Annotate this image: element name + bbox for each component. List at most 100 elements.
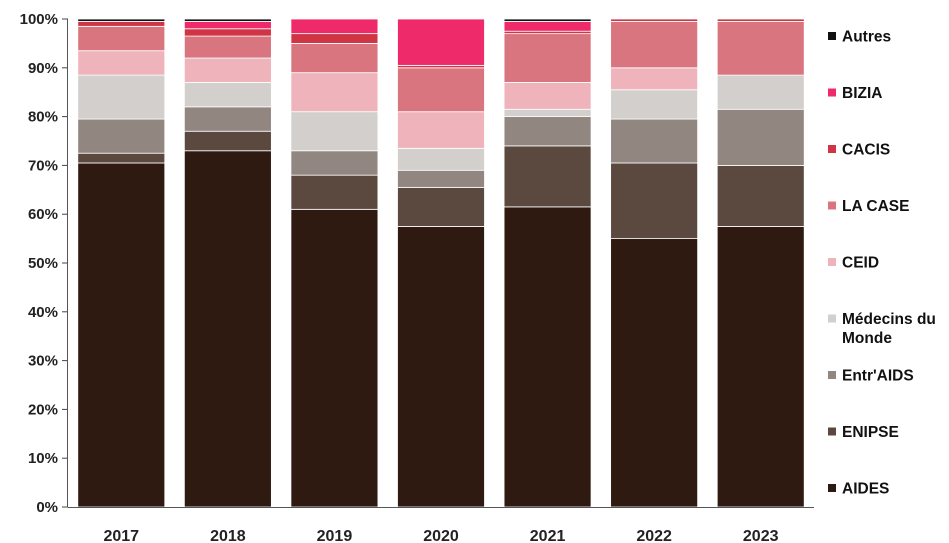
bar-segment-2023-m-decins-du-monde (716, 74, 805, 110)
y-tick-label: 20% (28, 401, 58, 418)
bar-segment-2018-aides (183, 150, 272, 508)
bars-group (77, 18, 805, 508)
bar-segment-2023-entr-aids (716, 108, 805, 166)
legend-swatch (828, 32, 836, 40)
bar-column-2023 (716, 18, 805, 508)
bar-segment-2018-autres (183, 18, 272, 22)
bar-segment-2018-bizia (183, 21, 272, 30)
y-tick-label: 30% (28, 353, 58, 370)
bar-segment-2023-la-case (716, 21, 805, 76)
bar-segment-2020-aides (397, 225, 485, 508)
legend-item-bizia: BIZIA (828, 85, 882, 102)
legend-label: CACIS (842, 142, 890, 159)
legend-label: AIDES (842, 481, 889, 498)
legend-swatch (828, 314, 836, 323)
legend: Autres BIZIA CACIS LA CASE CEID Médecins du Mo… (828, 29, 936, 498)
bar-segment-2021-enipse (503, 145, 592, 208)
y-tick-label: 100% (20, 11, 58, 28)
bar-segment-2018-enipse (183, 130, 272, 152)
bar-segment-2022-enipse (610, 162, 699, 240)
y-tick-label: 90% (28, 60, 58, 77)
x-tick-label: 2018 (210, 528, 246, 543)
bar-segment-2021-entr-aids (503, 116, 592, 147)
bar-segment-2019-la-case (290, 43, 379, 74)
legend-swatch (828, 145, 836, 153)
bar-segment-2022-m-decins-du-monde (610, 89, 699, 120)
legend-label: Monde (842, 330, 892, 347)
bar-segment-2020-la-case (397, 67, 485, 113)
bar-segment-2021-ceid (503, 82, 592, 110)
bar-column-2022 (610, 18, 699, 508)
bar-segment-2019-ceid (290, 72, 379, 113)
bar-column-2017 (77, 18, 166, 508)
y-tick-label: 60% (28, 206, 58, 223)
bar-segment-2022-la-case (610, 21, 699, 69)
bar-column-2019 (290, 18, 379, 508)
bar-segment-2022-entr-aids (610, 118, 699, 164)
bar-column-2021 (503, 18, 592, 508)
bar-segment-2022-aides (610, 238, 699, 508)
bar-segment-2022-cacis (610, 18, 699, 22)
bar-segment-2018-entr-aids (183, 106, 272, 132)
legend-item-autres: Autres (828, 29, 891, 46)
x-tick-label: 2019 (317, 528, 353, 543)
bar-segment-2018-ceid (183, 57, 272, 83)
bar-segment-2021-aides (503, 206, 592, 508)
bar-segment-2018-la-case (183, 35, 272, 59)
legend-swatch (828, 427, 836, 436)
legend-label: Entr'AIDS (842, 368, 914, 385)
bar-column-2020 (397, 18, 485, 508)
bar-segment-2017-cacis (77, 21, 166, 27)
legend-swatch (828, 88, 836, 97)
bar-segment-2021-la-case (503, 33, 592, 83)
bar-segment-2020-bizia (397, 18, 485, 66)
bar-segment-2019-bizia (290, 18, 379, 35)
bar-segment-2018-cacis (183, 28, 272, 37)
legend-item-ceid: CEID (828, 255, 879, 272)
legend-item-enipse: ENIPSE (828, 424, 899, 441)
bar-segment-2020-m-decins-du-monde (397, 147, 485, 171)
bar-segment-2021-bizia (503, 21, 592, 32)
legend-swatch (828, 484, 836, 492)
y-tick-label: 70% (28, 157, 58, 174)
y-tick-label: 40% (28, 304, 58, 321)
x-tick-label: 2023 (743, 528, 779, 543)
bar-segment-2020-enipse (397, 186, 485, 227)
y-tick-label: 80% (28, 109, 58, 126)
x-tick-label: 2020 (423, 528, 459, 543)
y-tick-label: 0% (36, 499, 58, 516)
bar-segment-2017-m-decins-du-monde (77, 74, 166, 120)
legend-label: BIZIA (842, 85, 882, 102)
legend-item-cacis: CACIS (828, 142, 890, 159)
bar-segment-2022-ceid (610, 67, 699, 91)
x-tick-label: 2022 (636, 528, 672, 543)
x-tick-label: 2017 (103, 528, 139, 543)
y-tick-label: 10% (28, 450, 58, 467)
bar-segment-2019-cacis (290, 33, 379, 44)
bar-segment-2023-aides (716, 225, 805, 508)
bar-segment-2019-m-decins-du-monde (290, 111, 379, 152)
bar-segment-2023-cacis (716, 18, 805, 22)
bar-segment-2017-ceid (77, 50, 166, 76)
bar-segment-2021-autres (503, 18, 592, 22)
x-axis: 2017 2018 2019 2020 2021 2022 2023 (68, 507, 814, 543)
bar-segment-2019-aides (290, 208, 379, 508)
bar-segment-2019-enipse (290, 174, 379, 210)
bar-segment-2021-m-decins-du-monde (503, 108, 592, 117)
legend-swatch (828, 201, 836, 210)
bar-segment-2020-ceid (397, 111, 485, 149)
bar-segment-2020-entr-aids (397, 169, 485, 188)
legend-item-m-decins-du-monde: Médecins du Monde (828, 311, 936, 347)
bar-segment-2017-la-case (77, 25, 166, 52)
y-tick-label: 50% (28, 255, 58, 272)
bar-segment-2018-m-decins-du-monde (183, 82, 272, 108)
bar-segment-2019-entr-aids (290, 150, 379, 176)
legend-item-la-case: LA CASE (828, 198, 909, 215)
legend-swatch (828, 371, 836, 379)
bar-segment-2017-entr-aids (77, 118, 166, 154)
bar-segment-2017-autres (77, 18, 166, 22)
legend-item-aides: AIDES (828, 481, 889, 498)
legend-label: LA CASE (842, 198, 909, 215)
x-tick-label: 2021 (530, 528, 566, 543)
